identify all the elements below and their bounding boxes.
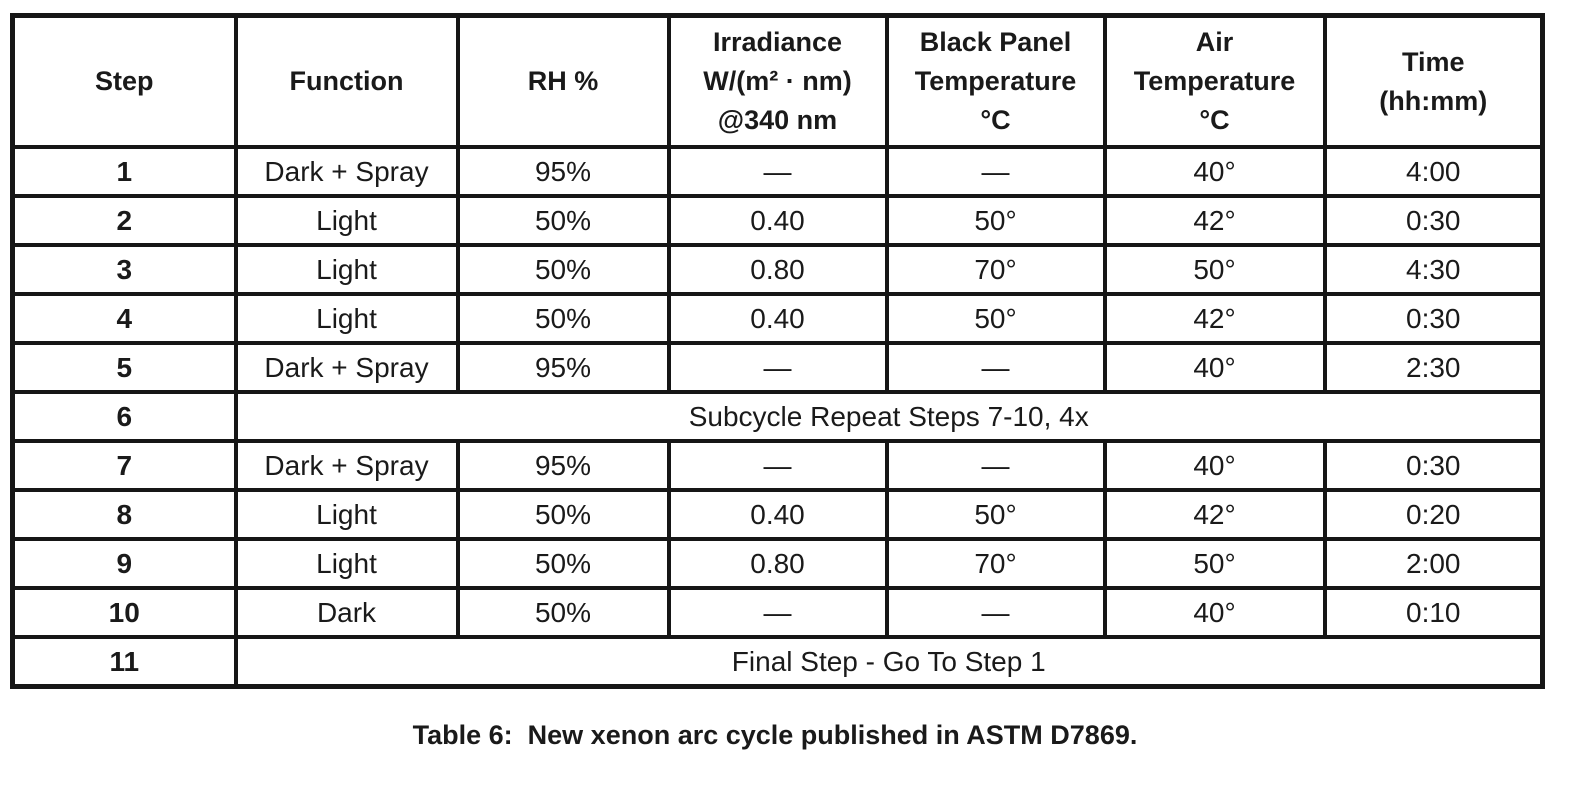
- data-cell: 0:20: [1322, 488, 1545, 541]
- data-cell: 0.40: [666, 194, 889, 247]
- data-cell: 50°: [884, 488, 1107, 541]
- data-cell: —: [666, 586, 889, 639]
- data-cell: —: [666, 145, 889, 198]
- data-cell: 4:30: [1322, 243, 1545, 296]
- data-cell: 40°: [1102, 145, 1327, 198]
- data-cell: 42°: [1102, 292, 1327, 345]
- table-row-step-1: 1 Dark + Spray 95% — —40° 4:00: [10, 145, 1545, 198]
- data-cell: 50%: [455, 292, 671, 345]
- step-cell: 7: [10, 439, 238, 492]
- data-cell: 95%: [455, 145, 671, 198]
- step-cell: 6: [10, 390, 238, 443]
- data-cell: Light: [233, 243, 460, 296]
- step-cell: 8: [10, 488, 238, 541]
- table-row-step-7: 7 Dark + Spray 95% — —40° 0:30: [10, 439, 1545, 492]
- table-row-step-9: 9 Light 50% 0.80 70° 50° 2:00: [10, 537, 1545, 590]
- data-cell: 50%: [455, 537, 671, 590]
- table-header-row: Step Function RH % Irradiance W/(m² · nm) @34…: [10, 13, 1545, 149]
- table-row-step-4: 4 Light 50% 0.40 50° 42° 0:30: [10, 292, 1545, 345]
- data-cell: Dark + Spray: [233, 341, 460, 394]
- step-cell: 1: [10, 145, 238, 198]
- data-cell: 50°: [1102, 537, 1327, 590]
- step-cell: 9: [10, 537, 238, 590]
- step-cell: 10: [10, 586, 238, 639]
- data-cell: 40°: [1102, 439, 1327, 492]
- table-row-step-11: 11 Final Step - Go To Step 1: [10, 635, 1545, 689]
- col-header-function: Function: [233, 13, 460, 149]
- merged-span-cell: Subcycle Repeat Steps 7-10, 4x: [233, 390, 1545, 443]
- table-row-step-10: 10 Dark 50% — —40° 0:10: [10, 586, 1545, 639]
- data-cell: Dark: [233, 586, 460, 639]
- data-cell: Light: [233, 488, 460, 541]
- data-cell: 0:10: [1322, 586, 1545, 639]
- data-cell: 50°: [1102, 243, 1327, 296]
- data-cell: 50°: [884, 292, 1107, 345]
- data-cell: 70°: [884, 537, 1107, 590]
- table-row-step-6: 6 Subcycle Repeat Steps 7-10, 4x: [10, 390, 1545, 443]
- table-row-step-2: 2 Light 50% 0.40 50° 42° 0:30: [10, 194, 1545, 247]
- data-cell: 2:30: [1322, 341, 1545, 394]
- data-cell: 0.40: [666, 488, 889, 541]
- data-cell: —: [666, 439, 889, 492]
- col-header-time: Time (hh:mm): [1322, 13, 1545, 149]
- data-cell: 2:00: [1322, 537, 1545, 590]
- data-cell: 50%: [455, 243, 671, 296]
- step-cell: 4: [10, 292, 238, 345]
- table-caption: Table 6: New xenon arc cycle published i…: [412, 720, 1138, 750]
- col-header-irradiance: Irradiance W/(m² · nm) @340 nm: [666, 13, 889, 149]
- data-cell: 70°: [884, 243, 1107, 296]
- col-header-rh-percent: RH %: [455, 13, 671, 149]
- step-cell: 3: [10, 243, 238, 296]
- step-cell: 11: [10, 635, 238, 689]
- col-header-step: Step: [10, 13, 238, 149]
- data-cell: 0.80: [666, 243, 889, 296]
- data-cell: 95%: [455, 439, 671, 492]
- data-cell: 95%: [455, 341, 671, 394]
- data-cell: Light: [233, 194, 460, 247]
- data-cell: 0:30: [1322, 439, 1545, 492]
- data-cell: 50%: [455, 488, 671, 541]
- data-cell: Dark + Spray: [233, 145, 460, 198]
- data-cell: 4:00: [1322, 145, 1545, 198]
- data-cell: 40°: [1102, 341, 1327, 394]
- data-cell: —: [884, 341, 1107, 394]
- data-cell: —: [666, 341, 889, 394]
- data-cell: —: [884, 145, 1107, 198]
- data-cell: Light: [233, 537, 460, 590]
- table-row-step-8: 8 Light 50% 0.40 50° 42° 0:20: [10, 488, 1545, 541]
- merged-span-cell: Final Step - Go To Step 1: [233, 635, 1545, 689]
- data-cell: —: [884, 439, 1107, 492]
- data-cell: 0:30: [1322, 292, 1545, 345]
- data-cell: 0:30: [1322, 194, 1545, 247]
- xenon-arc-cycle-table: Step Function RH % Irradiance W/(m² · nm) @34…: [10, 13, 1545, 689]
- col-header-black-panel-temp: Black Panel Temperature °C: [884, 13, 1107, 149]
- step-cell: 2: [10, 194, 238, 247]
- data-cell: —: [884, 586, 1107, 639]
- data-cell: 40°: [1102, 586, 1327, 639]
- data-cell: 50%: [455, 194, 671, 247]
- data-cell: 42°: [1102, 194, 1327, 247]
- data-cell: 50%: [455, 586, 671, 639]
- data-cell: Dark + Spray: [233, 439, 460, 492]
- data-cell: Light: [233, 292, 460, 345]
- table-row-step-3: 3 Light 50% 0.80 70° 50° 4:30: [10, 243, 1545, 296]
- data-cell: 50°: [884, 194, 1107, 247]
- data-cell: 0.80: [666, 537, 889, 590]
- col-header-air-temp: Air Temperature °C: [1102, 13, 1327, 149]
- step-cell: 5: [10, 341, 238, 394]
- data-cell: 0.40: [666, 292, 889, 345]
- table-row-step-5: 5 Dark + Spray 95% — —40° 2:30: [10, 341, 1545, 394]
- data-cell: 42°: [1102, 488, 1327, 541]
